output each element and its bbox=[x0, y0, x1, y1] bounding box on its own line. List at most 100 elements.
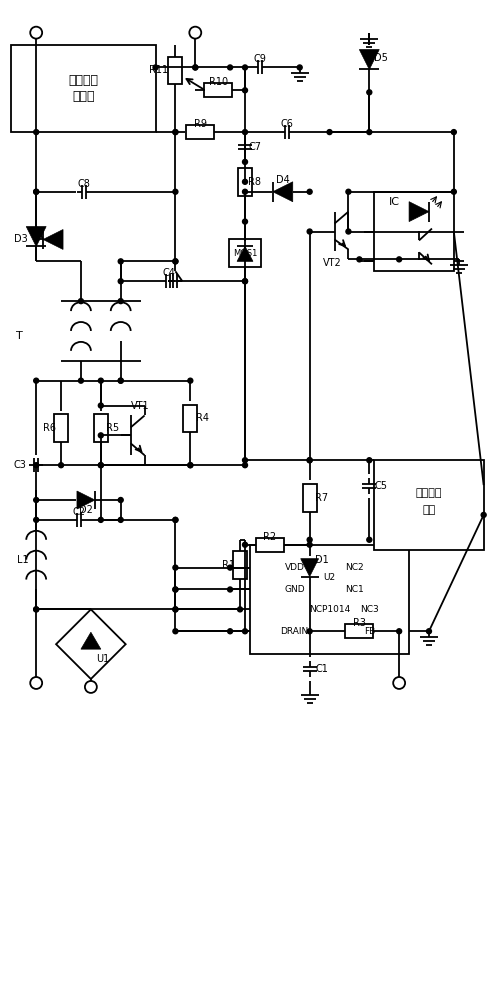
Text: MOS1: MOS1 bbox=[233, 249, 257, 258]
Polygon shape bbox=[359, 50, 379, 69]
Circle shape bbox=[297, 65, 302, 70]
Circle shape bbox=[173, 259, 178, 264]
Text: C5: C5 bbox=[375, 481, 388, 491]
Text: GND: GND bbox=[285, 585, 305, 594]
Circle shape bbox=[397, 257, 402, 262]
Circle shape bbox=[243, 65, 247, 70]
Circle shape bbox=[243, 219, 247, 224]
Text: R10: R10 bbox=[208, 77, 228, 87]
Circle shape bbox=[118, 498, 123, 502]
Circle shape bbox=[243, 130, 247, 135]
Circle shape bbox=[307, 458, 312, 463]
Circle shape bbox=[98, 517, 103, 522]
Text: D1: D1 bbox=[315, 555, 329, 565]
Circle shape bbox=[426, 629, 431, 634]
Polygon shape bbox=[56, 609, 125, 679]
Circle shape bbox=[228, 629, 233, 634]
Circle shape bbox=[481, 512, 486, 517]
Circle shape bbox=[79, 299, 83, 304]
Circle shape bbox=[228, 587, 233, 592]
Circle shape bbox=[307, 229, 312, 234]
Circle shape bbox=[98, 433, 103, 438]
Circle shape bbox=[243, 189, 247, 194]
Circle shape bbox=[452, 189, 456, 194]
Bar bbox=[183, 405, 197, 432]
Circle shape bbox=[118, 299, 123, 304]
Circle shape bbox=[34, 189, 39, 194]
Circle shape bbox=[307, 458, 312, 463]
Circle shape bbox=[59, 463, 64, 468]
Text: D5: D5 bbox=[374, 53, 388, 63]
Text: D2: D2 bbox=[79, 505, 93, 515]
Circle shape bbox=[243, 542, 247, 547]
Text: C7: C7 bbox=[248, 142, 261, 152]
Circle shape bbox=[243, 279, 247, 284]
Polygon shape bbox=[77, 491, 95, 509]
Circle shape bbox=[228, 565, 233, 570]
Circle shape bbox=[238, 607, 243, 612]
Bar bbox=[374, 192, 454, 271]
Text: C6: C6 bbox=[280, 119, 293, 129]
Circle shape bbox=[357, 257, 362, 262]
Circle shape bbox=[173, 629, 178, 634]
Text: IC: IC bbox=[389, 197, 400, 207]
Bar bbox=[94, 414, 108, 442]
Bar bbox=[233, 551, 247, 579]
Circle shape bbox=[243, 88, 247, 93]
Polygon shape bbox=[301, 559, 319, 577]
Polygon shape bbox=[237, 246, 253, 261]
Text: NCP1014: NCP1014 bbox=[309, 605, 350, 614]
Circle shape bbox=[153, 65, 158, 70]
Circle shape bbox=[188, 463, 193, 468]
Circle shape bbox=[173, 607, 178, 612]
Circle shape bbox=[243, 279, 247, 284]
Circle shape bbox=[98, 463, 103, 468]
Bar bbox=[303, 484, 317, 512]
Text: R7: R7 bbox=[315, 493, 328, 503]
Bar bbox=[11, 45, 156, 132]
Circle shape bbox=[173, 259, 178, 264]
Text: NC3: NC3 bbox=[360, 605, 379, 614]
Circle shape bbox=[173, 565, 178, 570]
Circle shape bbox=[243, 458, 247, 463]
Circle shape bbox=[307, 189, 312, 194]
Bar bbox=[250, 545, 409, 654]
Text: U1: U1 bbox=[96, 654, 110, 664]
Text: R2: R2 bbox=[263, 532, 277, 542]
Circle shape bbox=[346, 229, 351, 234]
Text: C3: C3 bbox=[13, 460, 26, 470]
Text: C2: C2 bbox=[73, 507, 85, 517]
Bar bbox=[54, 414, 68, 442]
Circle shape bbox=[34, 607, 39, 612]
Text: DRAIN: DRAIN bbox=[281, 627, 309, 636]
Text: VDD: VDD bbox=[285, 563, 305, 572]
Circle shape bbox=[118, 517, 123, 522]
Circle shape bbox=[34, 498, 39, 502]
Text: U2: U2 bbox=[324, 573, 335, 582]
Text: VT2: VT2 bbox=[323, 258, 342, 268]
Text: R4: R4 bbox=[196, 413, 209, 423]
Bar bbox=[186, 125, 214, 139]
Bar bbox=[168, 57, 182, 84]
Text: NC2: NC2 bbox=[345, 563, 364, 572]
Circle shape bbox=[34, 130, 39, 135]
Bar bbox=[345, 624, 373, 638]
Text: R11: R11 bbox=[149, 65, 168, 75]
Text: 电路: 电路 bbox=[422, 505, 436, 515]
Circle shape bbox=[228, 65, 233, 70]
Circle shape bbox=[188, 378, 193, 383]
Text: D3: D3 bbox=[14, 234, 28, 244]
Circle shape bbox=[188, 463, 193, 468]
Circle shape bbox=[367, 458, 372, 463]
Circle shape bbox=[307, 629, 312, 634]
Bar bbox=[229, 239, 261, 267]
Text: R1: R1 bbox=[222, 560, 235, 570]
Text: R3: R3 bbox=[353, 618, 366, 628]
Circle shape bbox=[243, 179, 247, 184]
Circle shape bbox=[193, 65, 198, 70]
Circle shape bbox=[34, 378, 39, 383]
Circle shape bbox=[34, 463, 39, 468]
Text: D4: D4 bbox=[276, 175, 289, 185]
Circle shape bbox=[367, 537, 372, 542]
Text: T: T bbox=[16, 331, 23, 341]
